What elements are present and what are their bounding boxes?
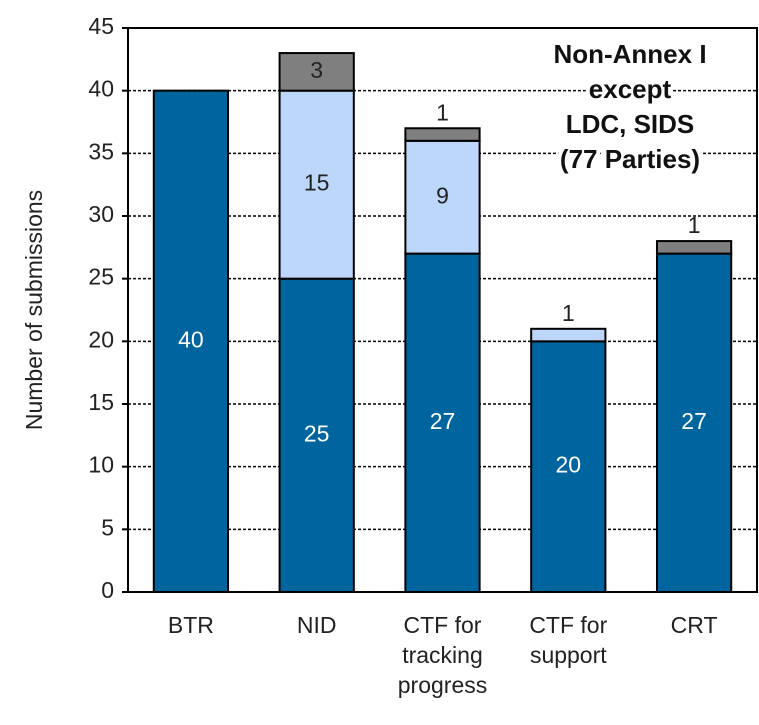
x-tick-label: CTF for tracking progress <box>397 612 488 698</box>
annotation: (77 Parties) <box>560 144 700 174</box>
x-tick-label: NID <box>296 612 337 638</box>
y-axis-label: Number of submissions <box>21 190 47 430</box>
x-tick-label: BTR <box>167 612 214 638</box>
annotation: LDC, SIDS <box>566 109 695 139</box>
data-label: 1 <box>688 212 701 238</box>
bar-segment <box>530 340 607 594</box>
plot-frame <box>127 27 758 593</box>
bar-segment <box>278 52 355 92</box>
y-tick-label: 10 <box>88 452 114 478</box>
data-label: 3 <box>310 57 323 83</box>
bar-segment <box>655 240 733 255</box>
data-label: 1 <box>436 99 449 125</box>
data-label: 25 <box>304 420 330 446</box>
bar-segment <box>278 277 355 593</box>
data-label: 27 <box>430 408 456 434</box>
data-label: 20 <box>556 452 582 478</box>
annotation: except <box>589 74 672 104</box>
bar-segment <box>152 89 230 594</box>
x-tick-label: CTF for support <box>529 612 608 668</box>
x-tick-label: CRT <box>670 612 718 638</box>
bar-segment <box>530 327 607 343</box>
bar-segment <box>278 89 355 280</box>
y-tick-label: 35 <box>88 138 114 164</box>
bar-segment <box>404 127 481 142</box>
bar-segment <box>404 139 481 255</box>
y-tick-label: 20 <box>88 326 114 352</box>
data-label: 1 <box>562 300 575 326</box>
data-label: 9 <box>436 182 449 208</box>
y-tick-label: 15 <box>88 389 114 415</box>
y-tick-label: 25 <box>88 264 114 290</box>
data-label: 40 <box>178 326 204 352</box>
y-tick-label: 0 <box>101 577 114 603</box>
data-label: 27 <box>681 408 707 434</box>
y-tick-label: 45 <box>88 13 114 39</box>
y-tick-label: 5 <box>101 514 114 540</box>
annotation: Non-Annex I <box>553 39 706 69</box>
y-tick-label: 30 <box>88 201 114 227</box>
y-tick-label: 40 <box>88 76 114 102</box>
data-label: 15 <box>304 170 330 196</box>
